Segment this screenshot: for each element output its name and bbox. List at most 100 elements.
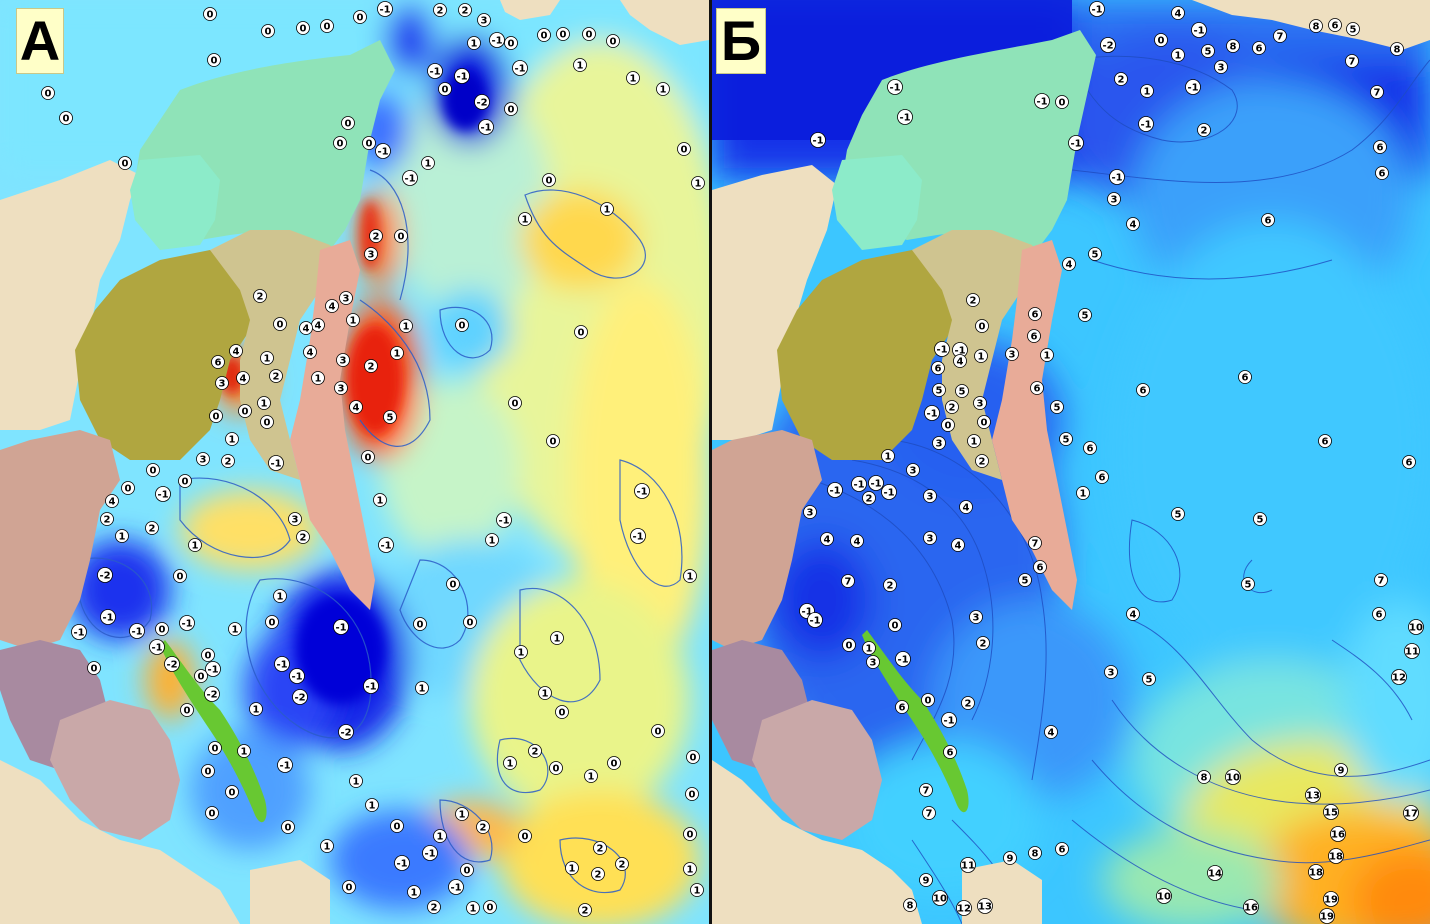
value-label-text: -2 bbox=[294, 693, 305, 704]
value-label-text: 2 bbox=[532, 747, 539, 758]
value-label-text: 5 bbox=[1257, 515, 1264, 526]
value-label: 4 bbox=[1126, 217, 1140, 231]
value-label-text: 6 bbox=[1099, 473, 1106, 484]
value-label: 1 bbox=[249, 702, 263, 716]
land-mauve bbox=[0, 430, 120, 650]
value-label-text: 6 bbox=[1059, 845, 1066, 856]
land-salmon bbox=[992, 240, 1077, 610]
value-label-text: -1 bbox=[73, 628, 84, 639]
value-label: 4 bbox=[105, 494, 119, 508]
value-label: 6 bbox=[1318, 434, 1332, 448]
value-label: 1 bbox=[514, 645, 528, 659]
value-label-text: 0 bbox=[512, 399, 519, 410]
value-label: 0 bbox=[413, 617, 427, 631]
value-label: 0 bbox=[977, 415, 991, 429]
value-label: -1 bbox=[155, 486, 171, 502]
value-label: -1 bbox=[454, 68, 470, 84]
value-label: 0 bbox=[203, 7, 217, 21]
value-label: -1 bbox=[394, 855, 410, 871]
value-label-text: 5 bbox=[1082, 311, 1089, 322]
value-label-text: 1 bbox=[1144, 87, 1151, 98]
value-label-text: 1 bbox=[687, 572, 694, 583]
value-label-text: -1 bbox=[636, 487, 647, 498]
value-label-text: 0 bbox=[655, 727, 662, 738]
panel-divider bbox=[709, 0, 712, 924]
value-label-text: 8 bbox=[1313, 22, 1320, 33]
value-label: 1 bbox=[320, 839, 334, 853]
value-label: 4 bbox=[349, 400, 363, 414]
value-label: 0 bbox=[281, 820, 295, 834]
value-label: 0 bbox=[353, 10, 367, 24]
value-label-text: 1 bbox=[324, 842, 331, 853]
value-label: 0 bbox=[205, 806, 219, 820]
value-label-text: 4 bbox=[1130, 220, 1137, 231]
value-label: 1 bbox=[550, 631, 564, 645]
value-label-text: 1 bbox=[577, 61, 584, 72]
value-label-text: 5 bbox=[959, 387, 966, 398]
value-label-text: 2 bbox=[887, 581, 894, 592]
value-label-text: 6 bbox=[899, 703, 906, 714]
value-label: -1 bbox=[1185, 79, 1201, 95]
value-label: 2 bbox=[615, 857, 629, 871]
value-label: 3 bbox=[803, 505, 817, 519]
land-olive bbox=[75, 250, 260, 460]
value-label: 9 bbox=[919, 873, 933, 887]
value-label-text: 1 bbox=[411, 888, 418, 899]
value-label: -1 bbox=[333, 619, 349, 635]
value-label-text: 0 bbox=[846, 641, 853, 652]
value-label-text: 0 bbox=[242, 407, 249, 418]
value-label: 1 bbox=[690, 883, 704, 897]
value-label: 4 bbox=[953, 354, 967, 368]
value-label: 1 bbox=[373, 493, 387, 507]
value-label: 2 bbox=[427, 900, 441, 914]
value-label: 0 bbox=[59, 111, 73, 125]
value-label: 0 bbox=[574, 325, 588, 339]
value-label-text: 2 bbox=[431, 903, 438, 914]
value-label-text: 1 bbox=[353, 777, 360, 788]
value-label: 18 bbox=[1308, 864, 1324, 880]
value-label-text: -1 bbox=[1036, 97, 1047, 108]
value-label-text: 2 bbox=[597, 844, 604, 855]
land-teal bbox=[832, 155, 922, 250]
value-label: -1 bbox=[881, 484, 897, 500]
value-label: 8 bbox=[903, 898, 917, 912]
value-label: 6 bbox=[1030, 381, 1044, 395]
value-label: 3 bbox=[339, 291, 353, 305]
value-label: 2 bbox=[476, 820, 490, 834]
value-label-text: -1 bbox=[377, 147, 388, 158]
value-label: 6 bbox=[1055, 842, 1069, 856]
value-label-text: 0 bbox=[346, 883, 353, 894]
value-label: 0 bbox=[273, 317, 287, 331]
value-label: -1 bbox=[478, 119, 494, 135]
value-label: 5 bbox=[1241, 577, 1255, 591]
value-label-text: -1 bbox=[899, 113, 910, 124]
value-label-text: 0 bbox=[159, 625, 166, 636]
value-label-text: 6 bbox=[1377, 143, 1384, 154]
value-label-text: 1 bbox=[522, 215, 529, 226]
value-label: -1 bbox=[149, 639, 165, 655]
value-label: -1 bbox=[448, 879, 464, 895]
value-label-text: 0 bbox=[205, 651, 212, 662]
value-label: 0 bbox=[341, 116, 355, 130]
value-label: 7 bbox=[1273, 29, 1287, 43]
value-label-text: 0 bbox=[1158, 36, 1165, 47]
value-label-text: 4 bbox=[353, 403, 360, 414]
land-south bbox=[250, 860, 330, 924]
value-label-text: 12 bbox=[1392, 673, 1406, 684]
value-label-text: -2 bbox=[206, 690, 217, 701]
value-label: 5 bbox=[383, 410, 397, 424]
value-label: 1 bbox=[1076, 486, 1090, 500]
value-label-text: 0 bbox=[925, 696, 932, 707]
value-label-text: -1 bbox=[1111, 173, 1122, 184]
value-label-text: 0 bbox=[979, 322, 986, 333]
value-label: 6 bbox=[1033, 560, 1047, 574]
value-label: 2 bbox=[961, 696, 975, 710]
value-label-text: 3 bbox=[200, 455, 207, 466]
value-label: 0 bbox=[508, 396, 522, 410]
value-label: 6 bbox=[1028, 307, 1042, 321]
value-label-text: 4 bbox=[957, 357, 964, 368]
value-label-text: 1 bbox=[695, 179, 702, 190]
value-label: 3 bbox=[364, 247, 378, 261]
value-label: 13 bbox=[977, 898, 993, 914]
